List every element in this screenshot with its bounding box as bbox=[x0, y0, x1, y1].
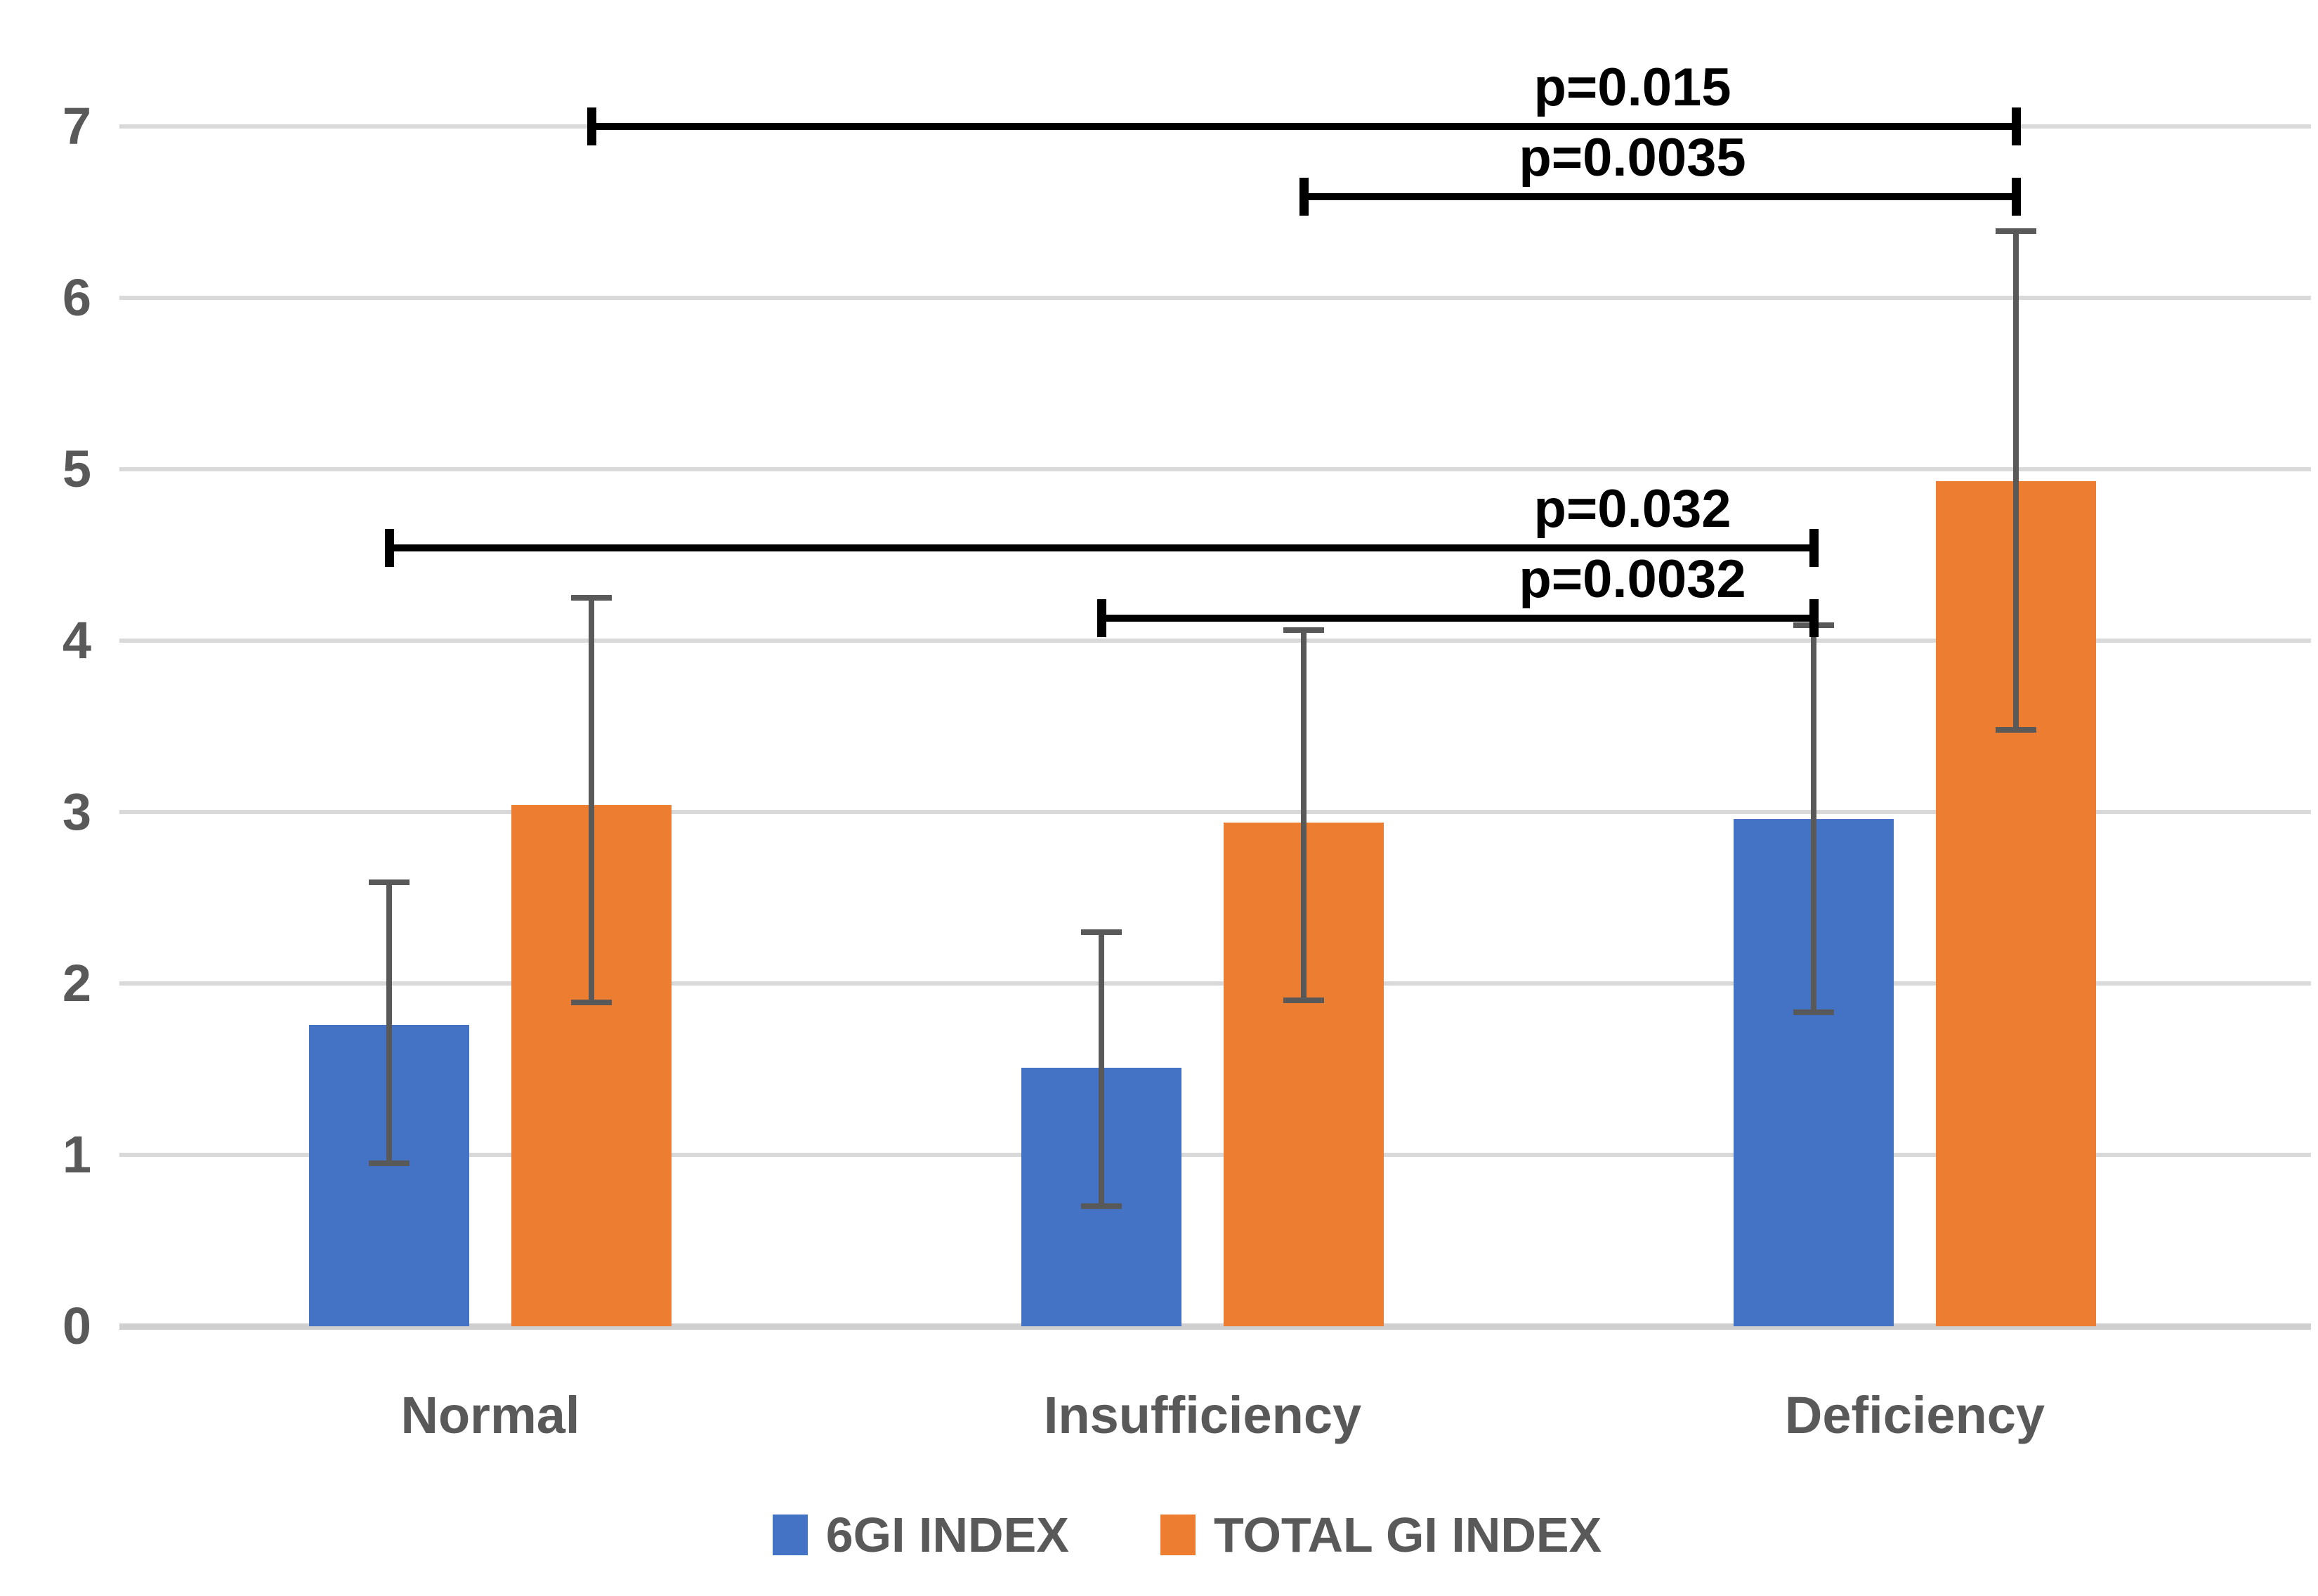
x-axis-line bbox=[119, 1323, 2311, 1330]
y-tick-label-5: 5 bbox=[62, 440, 91, 498]
error-bar-6gi-index-insufficiency bbox=[1099, 931, 1104, 1207]
error-bar-6gi-index-deficiency bbox=[1811, 625, 1816, 1013]
bracket-tick-left-p-0-032 bbox=[385, 529, 394, 568]
error-bar-total-gi-index-insufficiency bbox=[1301, 630, 1307, 1001]
error-cap-bottom-total-gi-index-deficiency bbox=[1996, 726, 2036, 733]
legend-label-6gi-index: 6GI INDEX bbox=[825, 1507, 1069, 1562]
bracket-line-p-0-015 bbox=[591, 123, 2016, 130]
p-value-label-p-0-015: p=0.015 bbox=[1533, 58, 1731, 117]
bracket-tick-right-p-0-032 bbox=[1809, 529, 1819, 568]
bracket-tick-right-p-0-015 bbox=[2012, 107, 2021, 145]
category-label-normal: Normal bbox=[400, 1386, 580, 1444]
error-cap-top-total-gi-index-deficiency bbox=[1996, 228, 2036, 234]
bracket-line-p-0-0032 bbox=[1101, 615, 1814, 622]
error-cap-top-total-gi-index-insufficiency bbox=[1283, 627, 1324, 634]
gridline-3 bbox=[119, 810, 2311, 814]
error-bar-6gi-index-normal bbox=[386, 882, 392, 1164]
bracket-line-p-0-032 bbox=[389, 544, 1814, 552]
gridline-4 bbox=[119, 639, 2311, 643]
y-tick-label-6: 6 bbox=[62, 268, 91, 327]
bracket-line-p-0-0035 bbox=[1304, 193, 2016, 201]
bracket-tick-right-p-0-0035 bbox=[2012, 178, 2021, 216]
error-cap-top-total-gi-index-normal bbox=[571, 595, 612, 601]
error-cap-bottom-6gi-index-deficiency bbox=[1793, 1009, 1834, 1016]
bracket-tick-left-p-0-0035 bbox=[1299, 178, 1309, 216]
y-tick-label-3: 3 bbox=[62, 783, 91, 841]
legend-swatch-total-gi-index bbox=[1160, 1514, 1196, 1555]
category-label-deficiency: Deficiency bbox=[1784, 1386, 2045, 1444]
gridline-2 bbox=[119, 981, 2311, 986]
y-tick-label-7: 7 bbox=[62, 97, 91, 155]
error-cap-top-6gi-index-normal bbox=[369, 879, 410, 886]
gridline-6 bbox=[119, 296, 2311, 300]
error-cap-top-6gi-index-insufficiency bbox=[1081, 929, 1122, 935]
error-bar-total-gi-index-deficiency bbox=[2013, 230, 2019, 730]
legend-label-total-gi-index: TOTAL GI INDEX bbox=[1213, 1507, 1602, 1562]
bracket-tick-left-p-0-0032 bbox=[1097, 599, 1106, 638]
legend-swatch-6gi-index bbox=[772, 1514, 808, 1555]
y-tick-label-0: 0 bbox=[62, 1297, 91, 1355]
bracket-tick-left-p-0-015 bbox=[587, 107, 596, 145]
legend-item-6gi-index: 6GI INDEX bbox=[772, 1507, 1069, 1563]
error-cap-bottom-total-gi-index-insufficiency bbox=[1283, 998, 1324, 1004]
legend: 6GI INDEX TOTAL GI INDEX bbox=[0, 1491, 2318, 1578]
p-value-label-p-0-0035: p=0.0035 bbox=[1519, 128, 1746, 188]
category-label-insufficiency: Insufficiency bbox=[1043, 1386, 1362, 1444]
y-tick-label-1: 1 bbox=[62, 1125, 91, 1184]
error-cap-bottom-6gi-index-normal bbox=[369, 1160, 410, 1167]
bracket-tick-right-p-0-0032 bbox=[1809, 599, 1819, 638]
y-tick-label-2: 2 bbox=[62, 954, 91, 1012]
p-value-label-p-0-032: p=0.032 bbox=[1533, 479, 1731, 539]
error-bar-total-gi-index-normal bbox=[589, 598, 594, 1002]
legend-item-total-gi-index: TOTAL GI INDEX bbox=[1160, 1507, 1602, 1563]
gridline-5 bbox=[119, 467, 2311, 471]
gridline-1 bbox=[119, 1153, 2311, 1157]
p-value-label-p-0-0032: p=0.0032 bbox=[1519, 549, 1746, 610]
y-tick-label-4: 4 bbox=[62, 611, 91, 669]
error-cap-bottom-6gi-index-insufficiency bbox=[1081, 1203, 1122, 1210]
error-cap-bottom-total-gi-index-normal bbox=[571, 999, 612, 1005]
